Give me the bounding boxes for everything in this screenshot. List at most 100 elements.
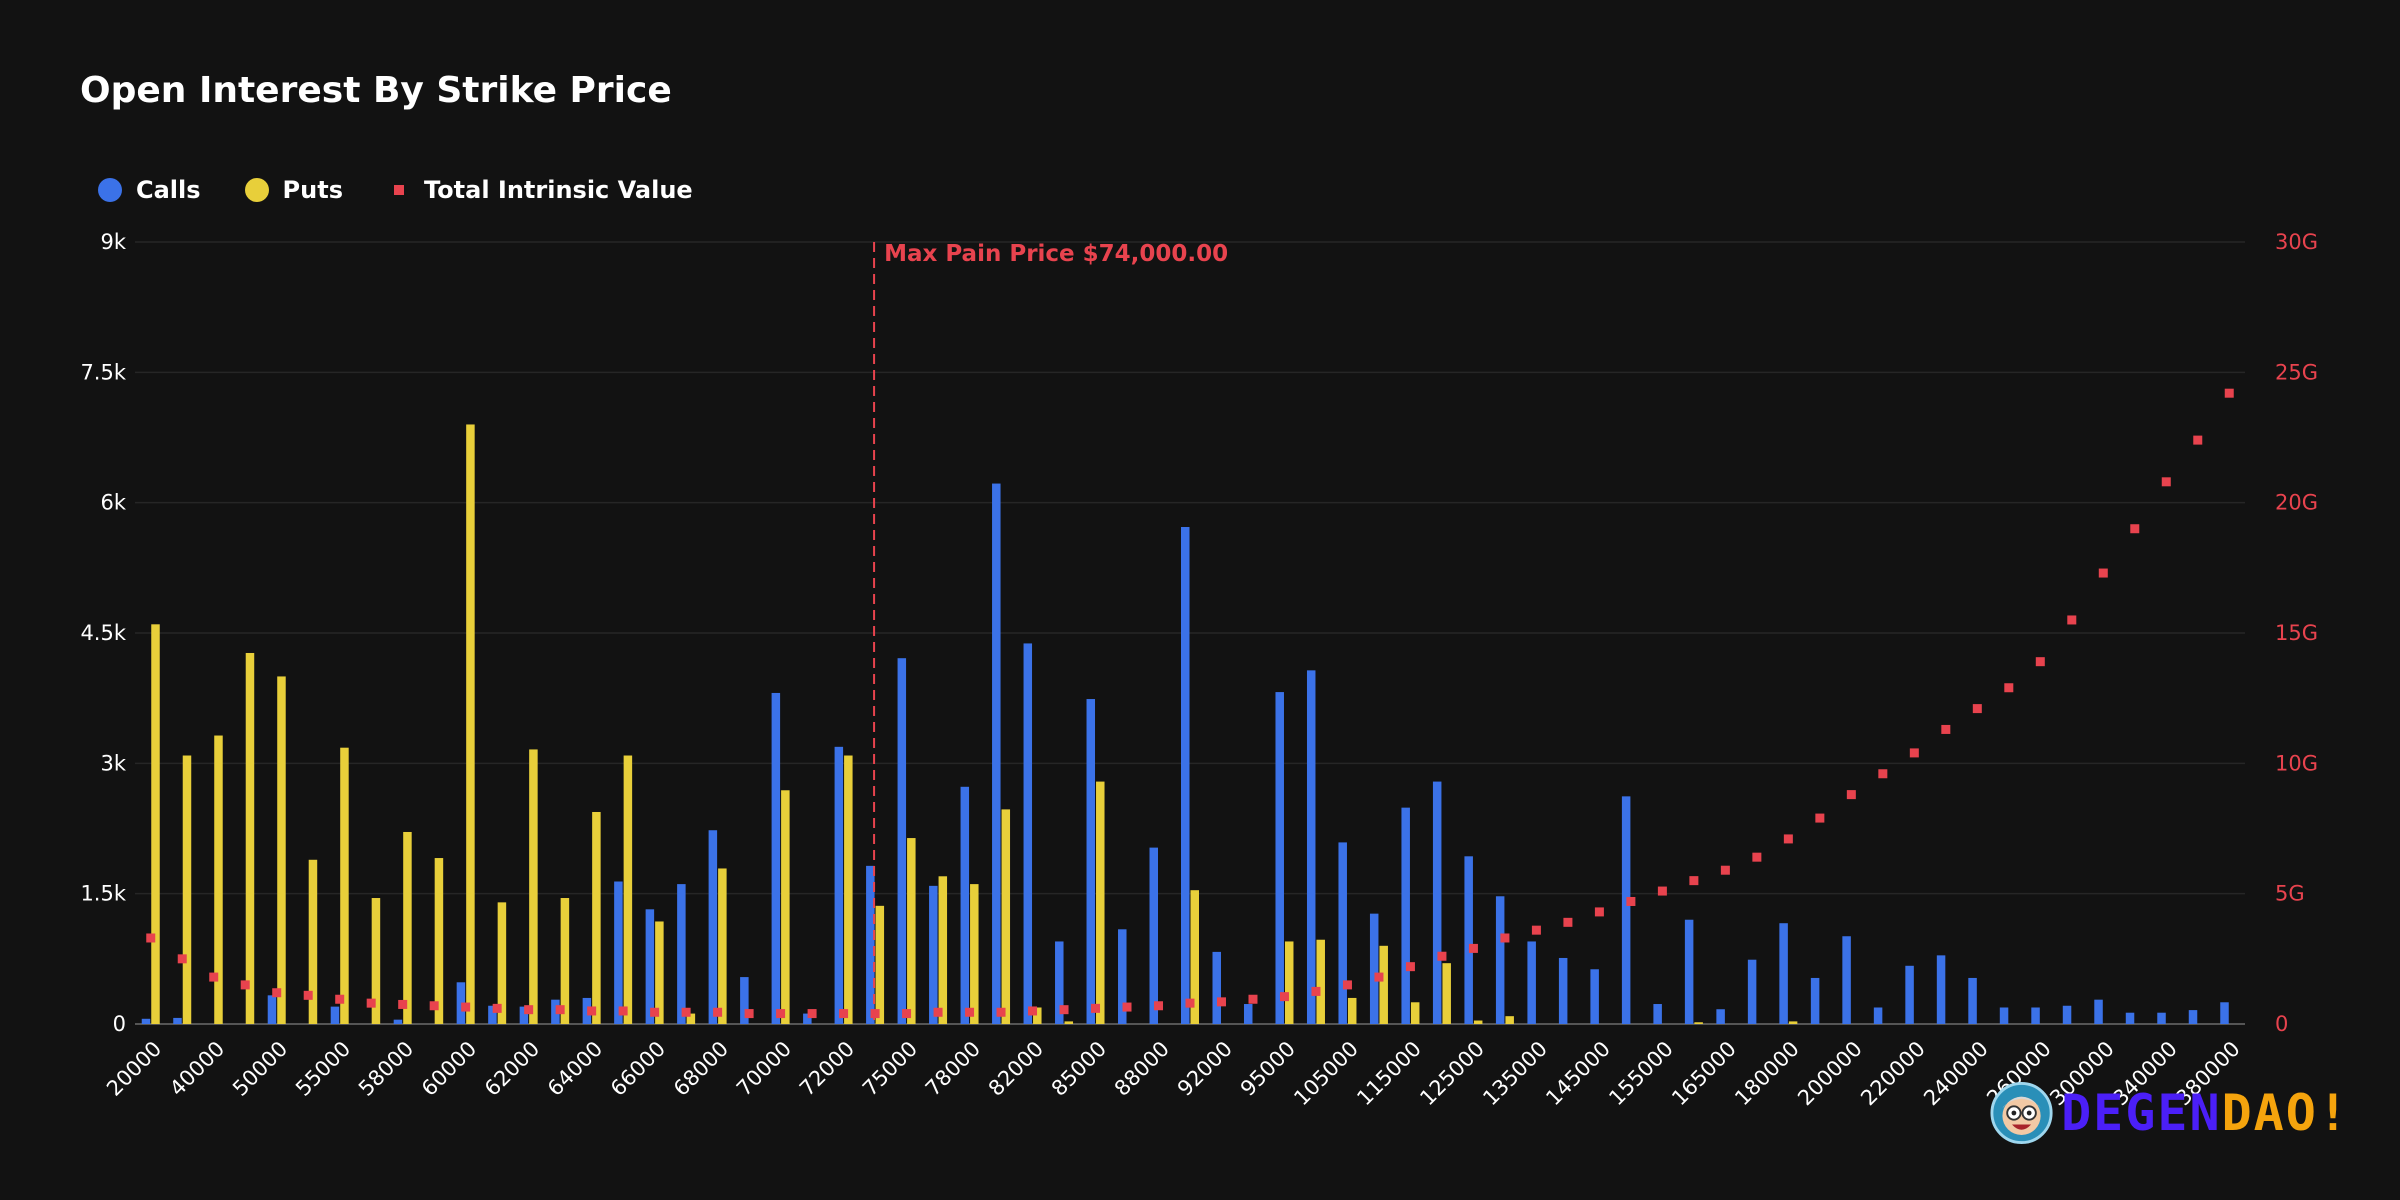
puts-bar[interactable] bbox=[182, 755, 192, 1024]
tiv-point[interactable] bbox=[1059, 1005, 1069, 1015]
calls-bar[interactable] bbox=[1118, 929, 1127, 1024]
calls-bar[interactable] bbox=[582, 997, 592, 1024]
puts-bar[interactable] bbox=[1788, 1021, 1798, 1024]
puts-bar[interactable] bbox=[1190, 890, 1200, 1024]
puts-bar[interactable] bbox=[1033, 1007, 1042, 1024]
tiv-point[interactable] bbox=[1028, 1006, 1038, 1016]
puts-bar[interactable] bbox=[466, 424, 475, 1024]
tiv-point[interactable] bbox=[933, 1007, 943, 1017]
tiv-point[interactable] bbox=[681, 1007, 691, 1017]
calls-bar[interactable] bbox=[2125, 1012, 2135, 1024]
calls-bar[interactable] bbox=[1621, 796, 1631, 1024]
calls-bar[interactable] bbox=[1653, 1004, 1662, 1024]
tiv-point[interactable] bbox=[209, 972, 219, 982]
tiv-point[interactable] bbox=[1972, 704, 1982, 714]
puts-bar[interactable] bbox=[214, 735, 223, 1024]
calls-bar[interactable] bbox=[1779, 923, 1788, 1024]
calls-bar[interactable] bbox=[1086, 699, 1096, 1024]
tiv-point[interactable] bbox=[618, 1006, 628, 1016]
calls-bar[interactable] bbox=[551, 999, 560, 1024]
tiv-point[interactable] bbox=[1563, 917, 1573, 927]
calls-bar[interactable] bbox=[1968, 977, 1977, 1024]
tiv-point[interactable] bbox=[2161, 477, 2171, 487]
calls-bar[interactable] bbox=[1023, 643, 1033, 1024]
puts-bar[interactable] bbox=[497, 902, 507, 1024]
tiv-point[interactable] bbox=[240, 980, 250, 990]
tiv-point[interactable] bbox=[965, 1007, 975, 1017]
tiv-point[interactable] bbox=[2130, 524, 2140, 534]
puts-bar[interactable] bbox=[151, 624, 160, 1024]
tiv-point[interactable] bbox=[902, 1009, 912, 1019]
calls-bar[interactable] bbox=[708, 830, 718, 1024]
calls-bar[interactable] bbox=[1842, 936, 1851, 1024]
tiv-point[interactable] bbox=[335, 994, 345, 1004]
calls-bar[interactable] bbox=[330, 1006, 340, 1024]
tiv-point[interactable] bbox=[1311, 986, 1321, 996]
tiv-point[interactable] bbox=[1846, 790, 1856, 800]
puts-bar[interactable] bbox=[277, 676, 286, 1024]
calls-bar[interactable] bbox=[1149, 847, 1159, 1024]
calls-bar[interactable] bbox=[1747, 959, 1757, 1024]
puts-bar[interactable] bbox=[1379, 945, 1388, 1024]
calls-bar[interactable] bbox=[677, 884, 686, 1024]
puts-bar[interactable] bbox=[308, 859, 318, 1024]
legend-item-total-intrinsic-value[interactable]: Total Intrinsic Value bbox=[387, 176, 693, 204]
calls-bar[interactable] bbox=[267, 995, 277, 1024]
calls-bar[interactable] bbox=[992, 483, 1001, 1024]
calls-bar[interactable] bbox=[1369, 913, 1379, 1024]
tiv-point[interactable] bbox=[1405, 962, 1415, 972]
tiv-point[interactable] bbox=[807, 1009, 817, 1019]
puts-bar[interactable] bbox=[1505, 1016, 1514, 1024]
puts-bar[interactable] bbox=[434, 858, 444, 1024]
puts-bar[interactable] bbox=[623, 755, 633, 1024]
tiv-point[interactable] bbox=[1091, 1003, 1101, 1013]
tiv-point[interactable] bbox=[1185, 998, 1195, 1008]
calls-bar[interactable] bbox=[1306, 670, 1316, 1024]
tiv-point[interactable] bbox=[398, 999, 408, 1009]
tiv-point[interactable] bbox=[2224, 388, 2234, 398]
tiv-point[interactable] bbox=[587, 1006, 597, 1016]
puts-bar[interactable] bbox=[844, 755, 853, 1024]
puts-bar[interactable] bbox=[1410, 1002, 1420, 1024]
calls-bar[interactable] bbox=[1055, 941, 1064, 1024]
tiv-point[interactable] bbox=[2004, 683, 2014, 693]
tiv-point[interactable] bbox=[776, 1009, 786, 1019]
puts-bar[interactable] bbox=[970, 884, 979, 1024]
puts-bar[interactable] bbox=[1284, 941, 1294, 1024]
calls-bar[interactable] bbox=[645, 909, 655, 1024]
tiv-point[interactable] bbox=[2067, 615, 2077, 625]
calls-bar[interactable] bbox=[2031, 1007, 2040, 1024]
puts-bar[interactable] bbox=[1001, 809, 1011, 1024]
tiv-point[interactable] bbox=[996, 1007, 1006, 1017]
calls-bar[interactable] bbox=[2094, 999, 2103, 1024]
tiv-point[interactable] bbox=[524, 1005, 534, 1015]
legend-item-calls[interactable]: Calls bbox=[98, 176, 201, 204]
tiv-point[interactable] bbox=[1216, 997, 1226, 1007]
tiv-point[interactable] bbox=[492, 1003, 502, 1013]
tiv-point[interactable] bbox=[1468, 943, 1478, 953]
tiv-point[interactable] bbox=[146, 933, 156, 943]
puts-bar[interactable] bbox=[560, 898, 570, 1024]
calls-bar[interactable] bbox=[1212, 951, 1221, 1024]
calls-bar[interactable] bbox=[488, 1005, 497, 1024]
tiv-point[interactable] bbox=[650, 1007, 660, 1017]
tiv-point[interactable] bbox=[1154, 1001, 1164, 1011]
calls-bar[interactable] bbox=[614, 881, 623, 1024]
calls-bar[interactable] bbox=[771, 692, 781, 1024]
calls-bar[interactable] bbox=[1905, 965, 1914, 1024]
calls-bar[interactable] bbox=[2062, 1005, 2072, 1024]
calls-bar[interactable] bbox=[1338, 842, 1347, 1024]
calls-bar[interactable] bbox=[393, 1019, 403, 1024]
puts-bar[interactable] bbox=[1316, 939, 1325, 1024]
tiv-point[interactable] bbox=[555, 1005, 565, 1015]
calls-bar[interactable] bbox=[173, 1017, 182, 1024]
tiv-point[interactable] bbox=[839, 1009, 849, 1019]
tiv-point[interactable] bbox=[1531, 925, 1541, 935]
calls-bar[interactable] bbox=[803, 1013, 812, 1024]
puts-bar[interactable] bbox=[1096, 781, 1105, 1024]
puts-bar[interactable] bbox=[371, 898, 381, 1024]
puts-bar[interactable] bbox=[1473, 1020, 1483, 1024]
tiv-point[interactable] bbox=[1594, 907, 1604, 917]
puts-bar[interactable] bbox=[655, 921, 664, 1024]
puts-bar[interactable] bbox=[907, 838, 916, 1024]
